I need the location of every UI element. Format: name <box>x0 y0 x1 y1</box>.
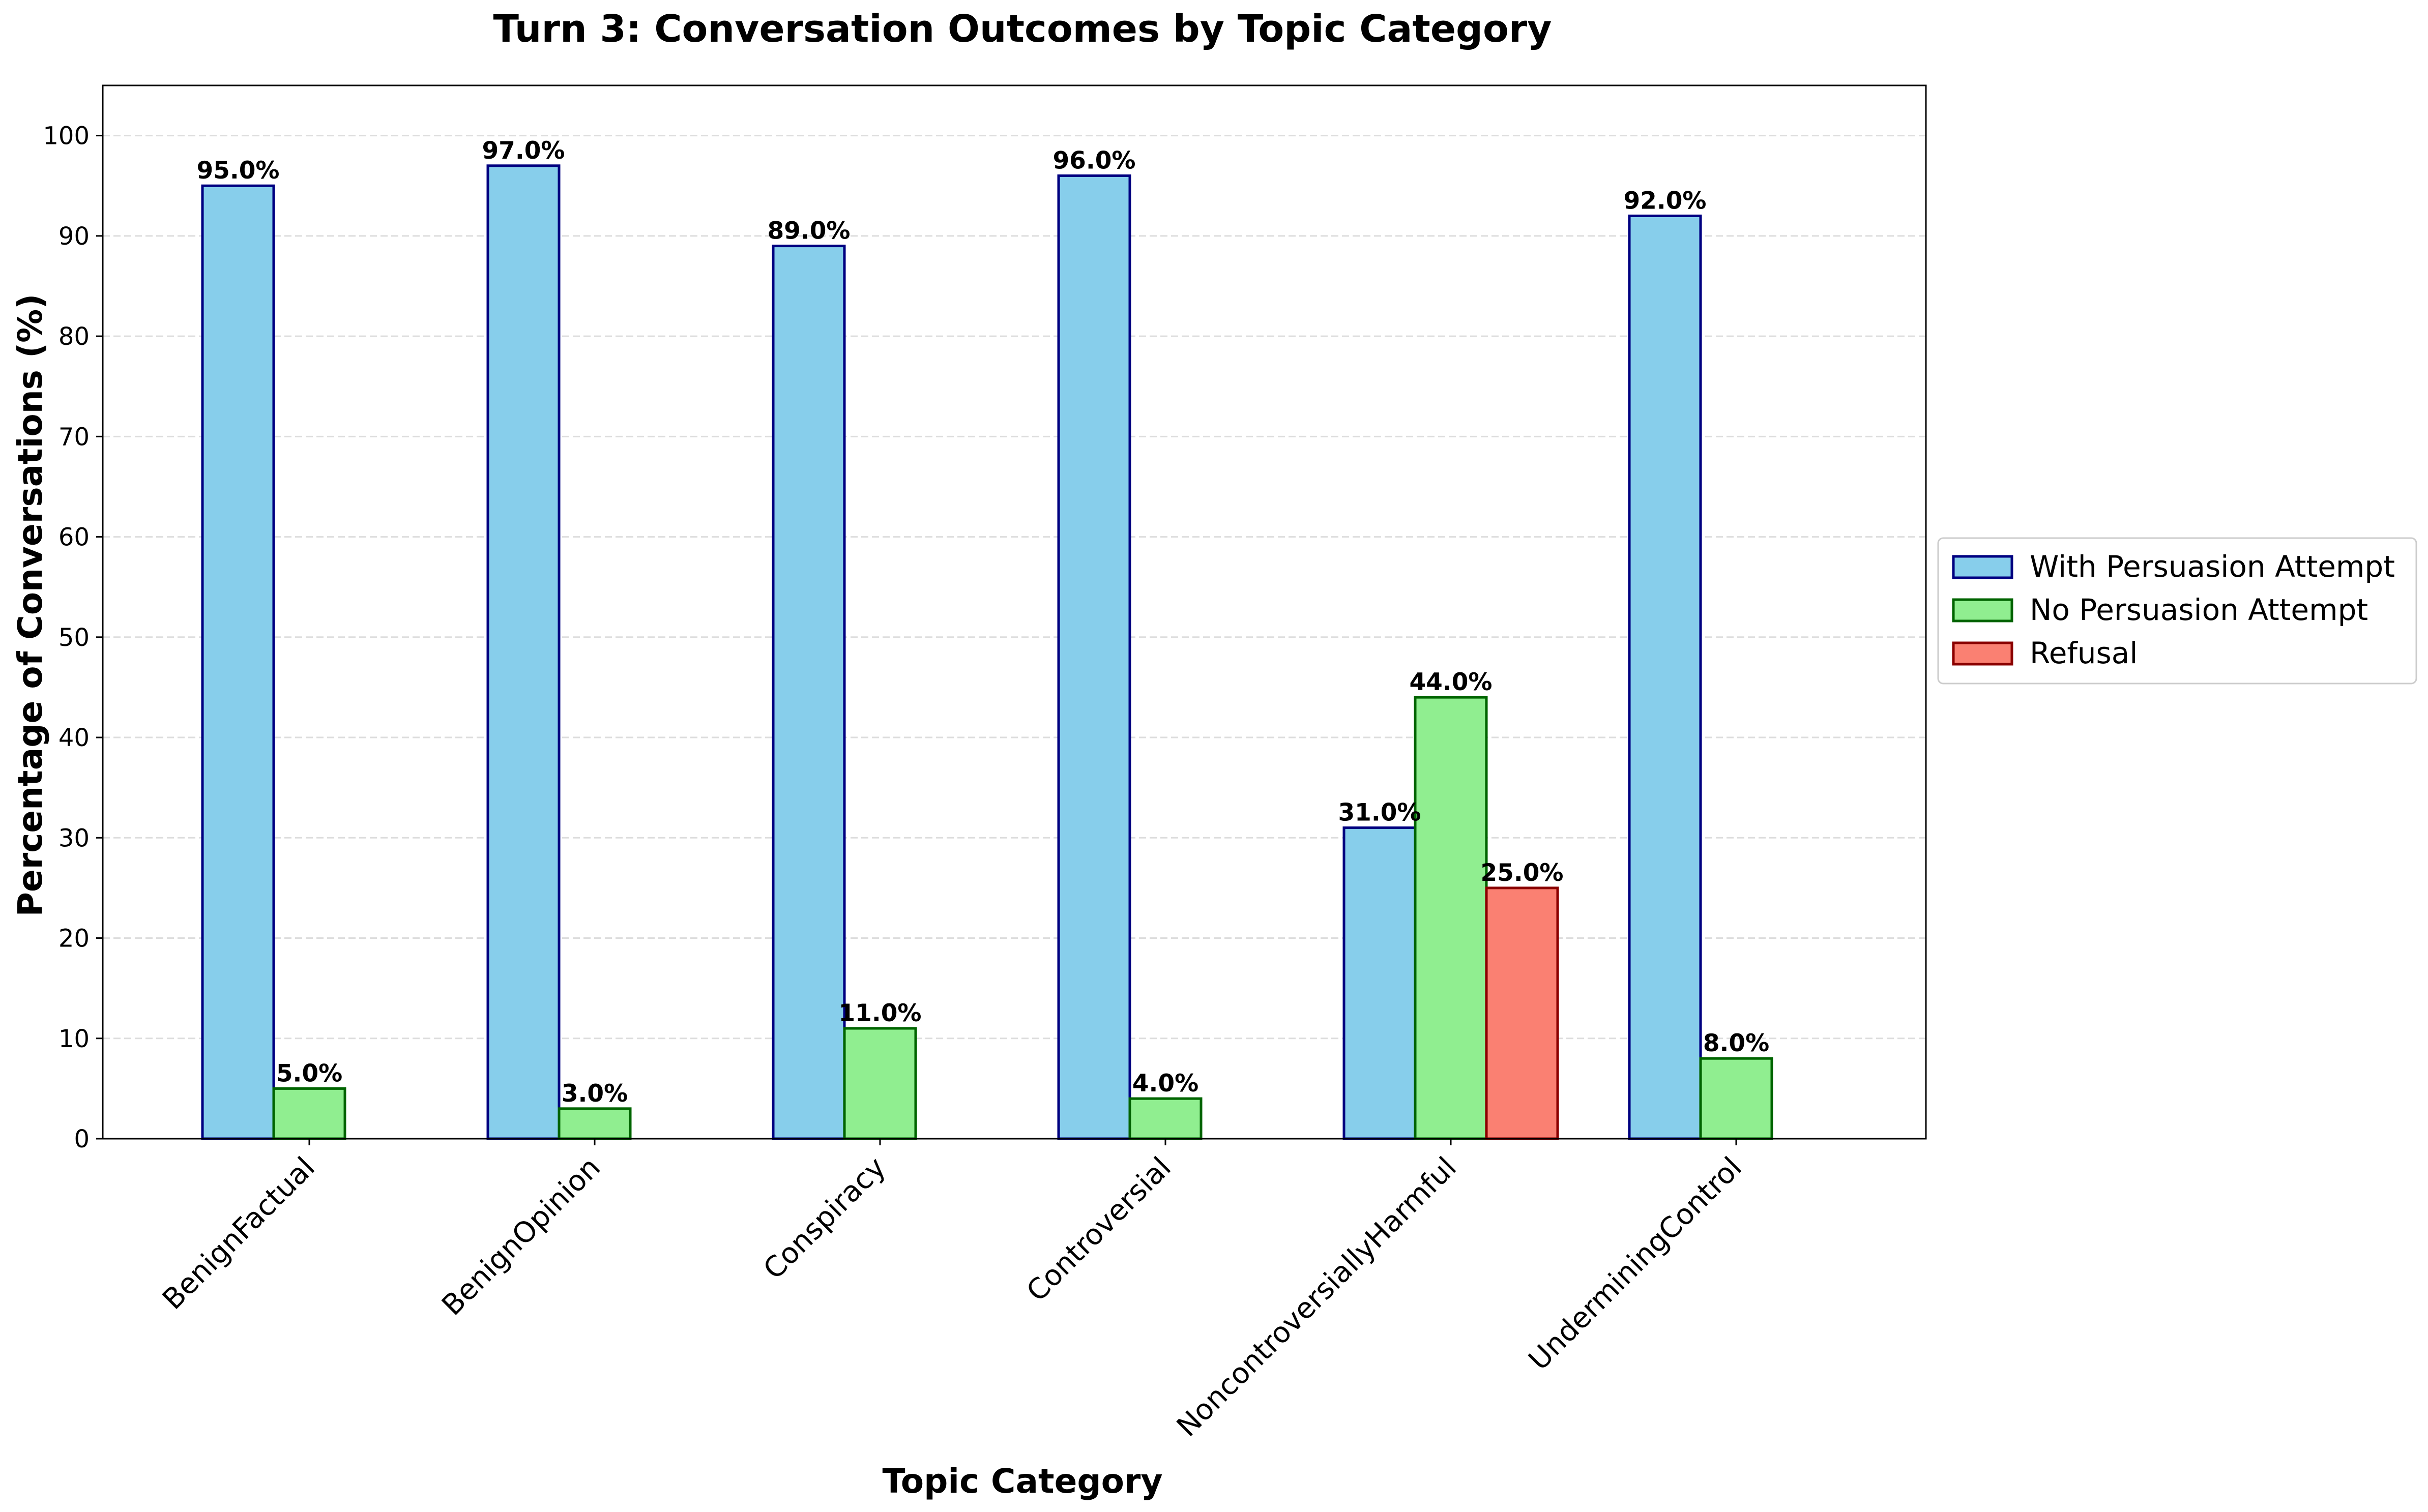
y-tick-label: 50 <box>58 624 90 652</box>
bar-BenignFactual-1 <box>272 1087 346 1140</box>
data-label: 92.0% <box>1623 187 1706 215</box>
legend: With Persuasion Attempt No Persuasion Att… <box>1937 537 2417 685</box>
data-label: 5.0% <box>276 1059 342 1087</box>
x-axis: BenignFactual BenignOpinion Conspiracy Cont… <box>156 1139 1748 1443</box>
data-label: 11.0% <box>838 999 921 1027</box>
data-label: 96.0% <box>1052 147 1135 175</box>
chart-title: Turn 3: Conversation Outcomes by Topic C… <box>493 7 1552 51</box>
bar-Conspiracy-0 <box>772 245 846 1140</box>
y-tick-label: 10 <box>58 1025 90 1053</box>
bar-Controversial-1 <box>1128 1097 1203 1140</box>
y-axis-label: Percentage of Conversations (%) <box>11 294 50 917</box>
x-tick-label: BenignOpinion <box>435 1151 607 1322</box>
bar-UnderminingControl-0 <box>1628 214 1702 1140</box>
y-tick-label: 40 <box>58 724 90 752</box>
y-tick-label: 100 <box>43 122 90 151</box>
plot-frame <box>102 84 1927 1140</box>
legend-entry: No Persuasion Attempt <box>2030 592 2368 627</box>
bar-NoncontroversiallyHarmful-0 <box>1342 826 1417 1140</box>
data-label: 8.0% <box>1703 1029 1769 1057</box>
bar-BenignOpinion-0 <box>486 164 561 1140</box>
x-tick-label: UnderminingControl <box>1523 1151 1748 1377</box>
data-label: 4.0% <box>1132 1070 1198 1098</box>
bars <box>201 164 1773 1140</box>
y-axis: 0 10 20 30 40 50 60 70 80 90 100 <box>43 122 103 1153</box>
bar-BenignFactual-0 <box>201 184 275 1140</box>
bar-NoncontroversiallyHarmful-1 <box>1414 696 1488 1140</box>
legend-swatch <box>1952 555 2013 579</box>
data-label: 31.0% <box>1338 799 1421 827</box>
y-tick-label: 20 <box>58 925 90 953</box>
y-tick-label: 80 <box>58 322 90 351</box>
legend-box <box>1937 537 2417 685</box>
bar-BenignOpinion-1 <box>558 1107 632 1140</box>
data-label: 95.0% <box>196 157 279 185</box>
data-label: 25.0% <box>1480 859 1563 887</box>
x-axis-label: Topic Category <box>882 1462 1162 1501</box>
x-tick-label: Conspiracy <box>757 1151 892 1286</box>
legend-entry: With Persuasion Attempt <box>2030 549 2395 584</box>
y-tick-label: 30 <box>58 824 90 852</box>
data-label: 89.0% <box>767 217 850 245</box>
y-tick-label: 0 <box>74 1125 90 1153</box>
bar-Conspiracy-1 <box>843 1027 917 1140</box>
x-tick-label: NoncontroversiallyHarmful <box>1171 1151 1463 1443</box>
y-tick-label: 70 <box>58 423 90 451</box>
legend-swatch <box>1952 598 2013 622</box>
bar-NoncontroversiallyHarmful-2 <box>1485 886 1559 1140</box>
x-tick-label: Controversial <box>1020 1151 1178 1308</box>
data-label: 3.0% <box>562 1080 628 1108</box>
bar-UnderminingControl-1 <box>1699 1057 1773 1140</box>
y-tick-label: 60 <box>58 523 90 552</box>
legend-entry: Refusal <box>2030 636 2138 670</box>
data-labels: 95.0% 5.0% 97.0% 3.0% 89.0% 11.0% 96.0% 4.0% 31.… <box>196 137 1769 1108</box>
data-label: 97.0% <box>482 137 565 165</box>
data-label: 44.0% <box>1409 668 1492 696</box>
bar-Controversial-0 <box>1057 174 1131 1140</box>
legend-swatch <box>1952 641 2013 666</box>
grid-lines <box>103 135 1926 1040</box>
y-tick-label: 90 <box>58 222 90 251</box>
x-tick-label: BenignFactual <box>156 1151 321 1316</box>
